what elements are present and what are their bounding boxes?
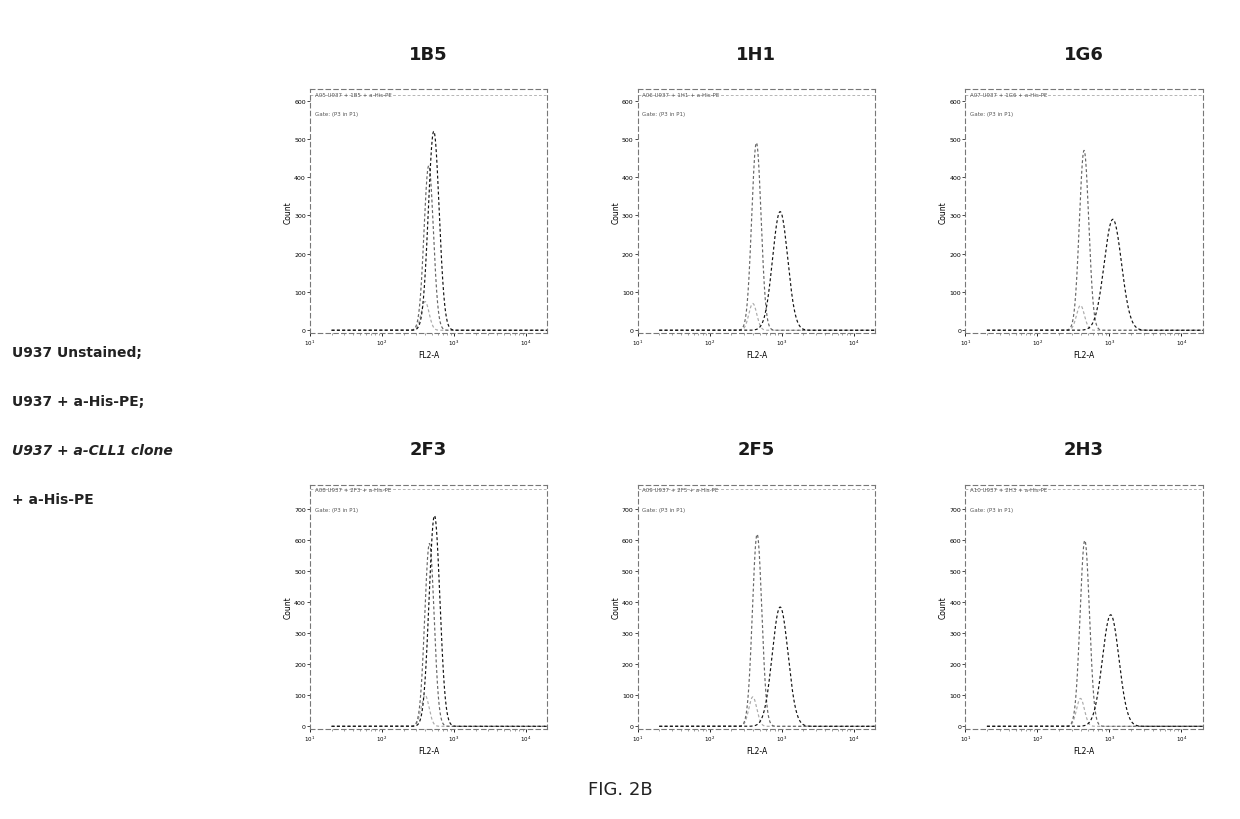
Y-axis label: Count: Count — [284, 595, 293, 618]
Text: Gate: (P3 in P1): Gate: (P3 in P1) — [642, 112, 686, 117]
X-axis label: FL2-A: FL2-A — [1074, 351, 1095, 360]
Title: 1G6: 1G6 — [1064, 46, 1104, 64]
Text: A07 U937 + 1G6 + a-His-PE: A07 U937 + 1G6 + a-His-PE — [970, 93, 1048, 97]
X-axis label: FL2-A: FL2-A — [418, 746, 439, 755]
Title: 1B5: 1B5 — [409, 46, 448, 64]
Text: U937 + a-His-PE;: U937 + a-His-PE; — [12, 394, 145, 409]
Title: 2F5: 2F5 — [738, 441, 775, 459]
Text: Gate: (P3 in P1): Gate: (P3 in P1) — [642, 507, 686, 512]
Y-axis label: Count: Count — [284, 201, 293, 224]
Text: A10 U937 + 2H3 + a-His-PE: A10 U937 + 2H3 + a-His-PE — [970, 487, 1048, 492]
Y-axis label: Count: Count — [939, 201, 949, 224]
Y-axis label: Count: Count — [611, 201, 620, 224]
Text: Gate: (P3 in P1): Gate: (P3 in P1) — [970, 112, 1013, 117]
Text: FIG. 2B: FIG. 2B — [588, 781, 652, 799]
Title: 2F3: 2F3 — [410, 441, 448, 459]
Text: A08 U937 + 2F3 + a-His-PE: A08 U937 + 2F3 + a-His-PE — [315, 487, 391, 492]
X-axis label: FL2-A: FL2-A — [745, 746, 768, 755]
Text: A06 U937 + 1H1 + a-His-PE: A06 U937 + 1H1 + a-His-PE — [642, 93, 719, 97]
Text: U937 Unstained;: U937 Unstained; — [12, 345, 143, 360]
X-axis label: FL2-A: FL2-A — [1074, 746, 1095, 755]
Text: U937 + a-CLL1 clone: U937 + a-CLL1 clone — [12, 443, 174, 458]
X-axis label: FL2-A: FL2-A — [418, 351, 439, 360]
Text: A09 U937 + 2F5 + a-His-PE: A09 U937 + 2F5 + a-His-PE — [642, 487, 719, 492]
Title: 2H3: 2H3 — [1064, 441, 1104, 459]
Title: 1H1: 1H1 — [737, 46, 776, 64]
Y-axis label: Count: Count — [939, 595, 949, 618]
Text: Gate: (P3 in P1): Gate: (P3 in P1) — [970, 507, 1013, 512]
X-axis label: FL2-A: FL2-A — [745, 351, 768, 360]
Y-axis label: Count: Count — [611, 595, 620, 618]
Text: Gate: (P3 in P1): Gate: (P3 in P1) — [315, 112, 358, 117]
Text: + a-His-PE: + a-His-PE — [12, 492, 94, 507]
Text: Gate: (P3 in P1): Gate: (P3 in P1) — [315, 507, 358, 512]
Text: A05 U937 + 1B5 + a-His-PE: A05 U937 + 1B5 + a-His-PE — [315, 93, 392, 97]
